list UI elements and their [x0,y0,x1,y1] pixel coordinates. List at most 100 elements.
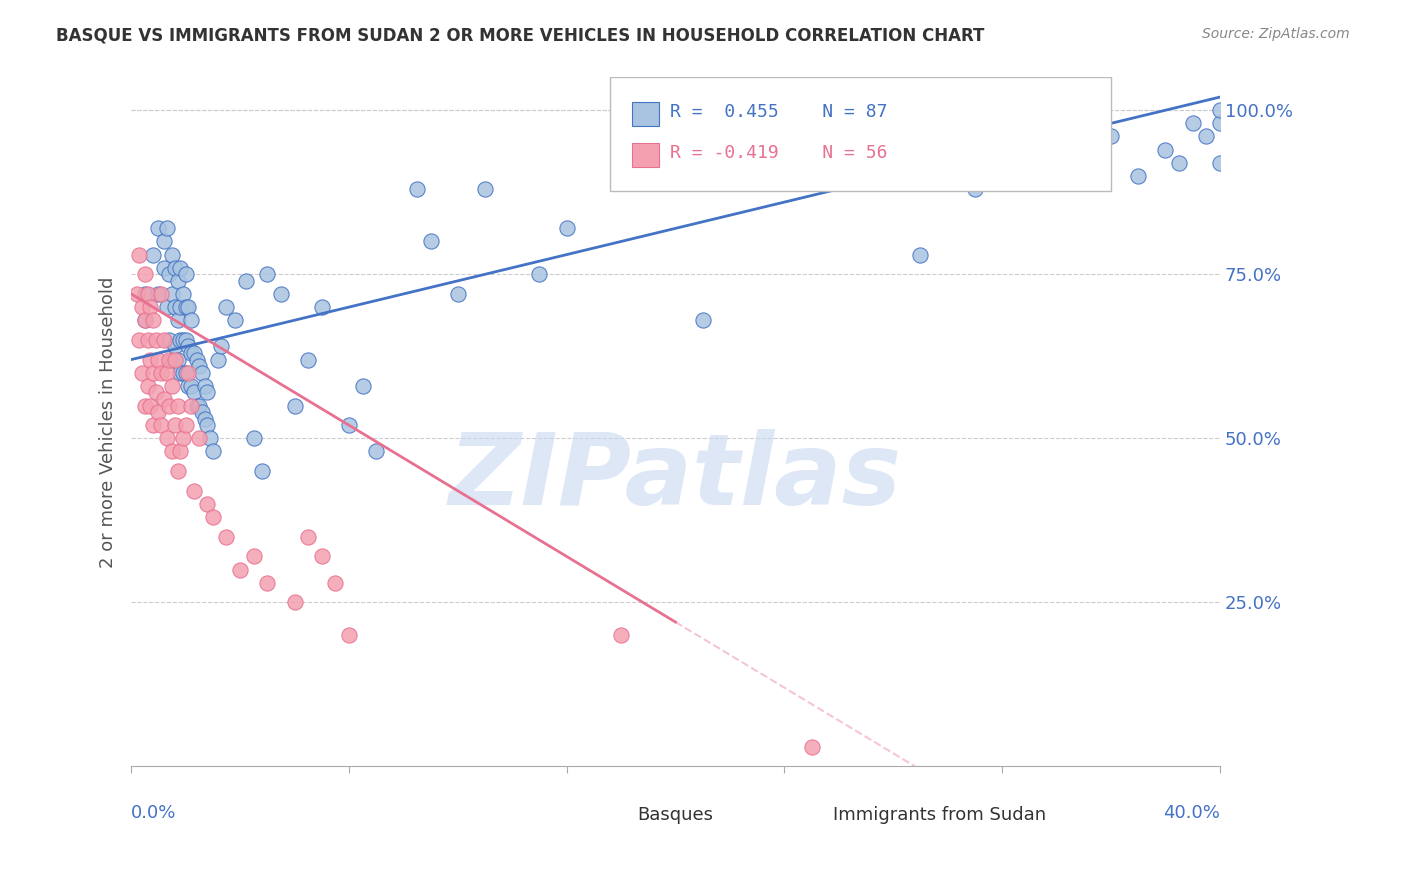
Basques [555,221,578,235]
Immigrants from Sudan [139,399,162,413]
Immigrants from Sudan [311,549,333,564]
Immigrants from Sudan [800,739,823,754]
Immigrants from Sudan [139,300,162,314]
Basques [188,399,211,413]
Basques [1209,103,1232,118]
Immigrants from Sudan [325,575,347,590]
Basques [160,287,183,301]
Basques [157,267,180,281]
Basques [194,411,217,425]
Basques [194,379,217,393]
Immigrants from Sudan [160,379,183,393]
Basques [174,267,197,281]
Immigrants from Sudan [163,418,186,433]
Basques [180,379,202,393]
Basques [180,346,202,360]
Basques [180,313,202,327]
Immigrants from Sudan [136,333,159,347]
Immigrants from Sudan [197,497,219,511]
Basques [166,313,188,327]
Immigrants from Sudan [166,464,188,478]
Immigrants from Sudan [242,549,264,564]
Immigrants from Sudan [180,399,202,413]
Basques [366,444,388,458]
Basques [188,359,211,373]
Text: BASQUE VS IMMIGRANTS FROM SUDAN 2 OR MORE VEHICLES IN HOUSEHOLD CORRELATION CHAR: BASQUE VS IMMIGRANTS FROM SUDAN 2 OR MOR… [56,27,984,45]
Basques [148,221,170,235]
Basques [197,385,219,400]
Basques [1167,155,1189,169]
Immigrants from Sudan [136,379,159,393]
Basques [1018,155,1040,169]
Immigrants from Sudan [148,405,170,419]
Immigrants from Sudan [145,385,167,400]
Immigrants from Sudan [183,483,205,498]
Immigrants from Sudan [142,418,165,433]
Basques [1099,129,1122,144]
Basques [209,339,232,353]
Basques [910,247,932,261]
Basques [242,431,264,445]
Bar [599,808,627,825]
Immigrants from Sudan [142,366,165,380]
Immigrants from Sudan [131,366,153,380]
Basques [174,333,197,347]
Immigrants from Sudan [229,563,252,577]
Basques [474,182,496,196]
Basques [153,235,176,249]
Basques [215,300,238,314]
Basques [800,136,823,150]
Basques [1195,129,1218,144]
Text: ZIPatlas: ZIPatlas [449,428,903,525]
Basques [256,267,278,281]
Immigrants from Sudan [156,431,179,445]
Immigrants from Sudan [166,399,188,413]
Text: R = -0.419    N = 56: R = -0.419 N = 56 [671,145,887,162]
Basques [419,235,441,249]
Immigrants from Sudan [256,575,278,590]
Basques [191,366,214,380]
Basques [183,385,205,400]
Basques [283,399,305,413]
Basques [153,260,176,275]
Basques [352,379,374,393]
Basques [169,366,191,380]
Immigrants from Sudan [153,333,176,347]
Immigrants from Sudan [201,510,224,524]
Immigrants from Sudan [174,418,197,433]
Immigrants from Sudan [142,313,165,327]
Basques [963,182,986,196]
Basques [160,247,183,261]
Basques [169,260,191,275]
Immigrants from Sudan [172,431,194,445]
Immigrants from Sudan [160,444,183,458]
Immigrants from Sudan [157,399,180,413]
Immigrants from Sudan [297,530,319,544]
Basques [160,352,183,367]
Bar [631,143,659,167]
Basques [134,313,156,327]
FancyBboxPatch shape [610,78,1111,191]
Basques [406,182,429,196]
Immigrants from Sudan [150,366,173,380]
Immigrants from Sudan [134,399,156,413]
Basques [1209,155,1232,169]
Immigrants from Sudan [134,267,156,281]
Basques [166,352,188,367]
Basques [207,352,229,367]
Basques [163,300,186,314]
Immigrants from Sudan [139,352,162,367]
Immigrants from Sudan [128,333,150,347]
Basques [174,300,197,314]
Immigrants from Sudan [131,300,153,314]
Immigrants from Sudan [156,366,179,380]
Basques [250,464,273,478]
Text: 0.0%: 0.0% [131,805,177,822]
Basques [163,339,186,353]
Basques [1126,169,1149,183]
Basques [337,418,360,433]
Basques [148,287,170,301]
Basques [142,247,165,261]
Bar [631,102,659,126]
Basques [447,287,470,301]
